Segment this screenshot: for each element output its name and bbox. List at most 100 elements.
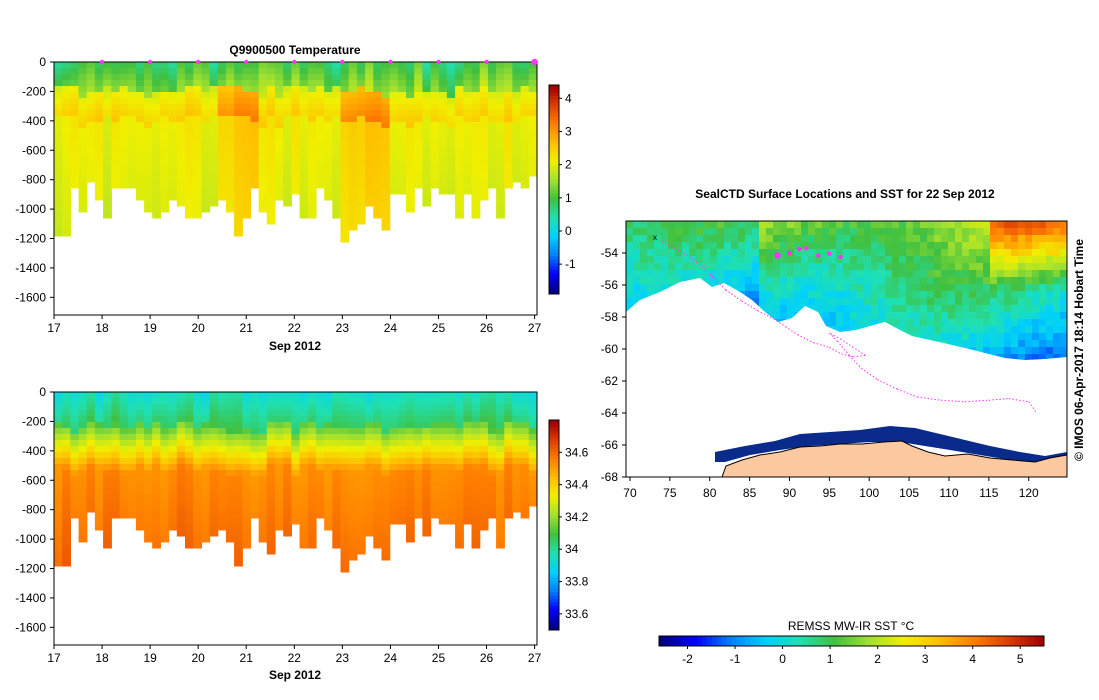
sst-cell (815, 256, 823, 264)
heatmap-cell (127, 128, 137, 135)
heatmap-cell (111, 512, 121, 519)
heatmap-cell (446, 128, 456, 135)
sst-cell (633, 277, 641, 285)
heatmap-cell (86, 134, 96, 141)
heatmap-cell (496, 98, 505, 105)
heatmap-cell (496, 524, 505, 531)
heatmap-cell (381, 494, 391, 501)
heatmap-cell (496, 464, 505, 471)
sst-cell (878, 221, 886, 229)
heatmap-cell (528, 170, 537, 177)
heatmap-cell (291, 458, 301, 465)
heatmap-cell (479, 182, 489, 189)
heatmap-cell (422, 92, 432, 99)
heatmap-cell (103, 530, 112, 537)
sst-cell (878, 256, 886, 264)
sst-cell (885, 298, 893, 306)
heatmap-cell (144, 62, 153, 69)
sst-cell (710, 242, 718, 250)
heatmap-cell (168, 104, 178, 111)
heatmap-cell (512, 440, 522, 447)
heatmap-cell (168, 512, 178, 519)
heatmap-cell (54, 434, 63, 441)
heatmap-cell (217, 110, 227, 117)
heatmap-cell (422, 410, 432, 417)
heatmap-cell (168, 416, 178, 423)
sst-cell (1032, 221, 1040, 229)
sst-cell (948, 326, 956, 334)
heatmap-cell (479, 458, 489, 465)
sst-cell (1039, 298, 1047, 306)
heatmap-cell (54, 122, 63, 129)
heatmap-cell (504, 392, 514, 399)
heatmap-cell (250, 494, 260, 501)
heatmap-cell (258, 110, 268, 117)
heatmap-cell (348, 218, 358, 225)
heatmap-cell (512, 458, 522, 465)
sst-cell (640, 242, 648, 250)
heatmap-cell (54, 548, 63, 555)
heatmap-cell (275, 482, 284, 489)
heatmap-cell (373, 500, 383, 507)
heatmap-cell (430, 86, 440, 93)
heatmap-cell (316, 98, 325, 105)
sst-cell (647, 228, 655, 236)
colorbar-swatch (549, 553, 559, 557)
heatmap-cell (144, 512, 153, 519)
heatmap-cell (144, 404, 153, 411)
sst-cell (962, 298, 970, 306)
heatmap-cell (258, 506, 268, 513)
heatmap-cell (152, 68, 161, 75)
sst-cell (913, 319, 921, 327)
heatmap-cell (520, 116, 530, 123)
heatmap-cell (62, 506, 71, 513)
heatmap-cell (185, 398, 194, 405)
heatmap-cell (365, 86, 374, 93)
heatmap-cell (520, 506, 530, 513)
sst-cell (815, 249, 823, 257)
x-tick-label: 19 (143, 321, 157, 335)
sst-cell (1032, 298, 1040, 306)
heatmap-cell (78, 392, 88, 399)
heatmap-cell (234, 530, 243, 537)
heatmap-cell (234, 518, 243, 525)
heatmap-cell (406, 116, 415, 123)
heatmap-cell (193, 440, 202, 447)
heatmap-cell (275, 404, 284, 411)
heatmap-cell (242, 206, 252, 213)
sst-cell (955, 249, 963, 257)
heatmap-cell (242, 92, 252, 99)
heatmap-cell (348, 476, 358, 483)
heatmap-cell (438, 146, 448, 153)
heatmap-cell (193, 188, 202, 195)
heatmap-cell (389, 98, 399, 105)
heatmap-cell (397, 68, 407, 75)
heatmap-cell (225, 422, 235, 429)
heatmap-cell (185, 464, 194, 471)
heatmap-cell (291, 482, 301, 489)
heatmap-cell (283, 416, 292, 423)
heatmap-cell (225, 86, 235, 93)
sst-cell (1025, 242, 1033, 250)
heatmap-cell (283, 476, 292, 483)
heatmap-cell (78, 194, 88, 201)
heatmap-cell (225, 518, 235, 525)
sst-cell (941, 277, 949, 285)
heatmap-cell (512, 122, 522, 129)
heatmap-cell (496, 170, 505, 177)
heatmap-cell (185, 68, 194, 75)
sst-cell (878, 235, 886, 243)
heatmap-cell (242, 140, 252, 147)
heatmap-cell (520, 158, 530, 165)
sst-cell (745, 221, 753, 229)
heatmap-cell (520, 86, 530, 93)
heatmap-cell (62, 92, 71, 99)
sst-cell (857, 228, 865, 236)
sst-cell (976, 270, 984, 278)
heatmap-cell (217, 422, 227, 429)
sst-cell (822, 305, 830, 313)
salinity-y-axis: 0-200-400-600-800-1000-1200-1400-1600 (15, 385, 54, 634)
heatmap-cell (332, 482, 342, 489)
sst-cell (836, 228, 844, 236)
heatmap-cell (258, 104, 268, 111)
